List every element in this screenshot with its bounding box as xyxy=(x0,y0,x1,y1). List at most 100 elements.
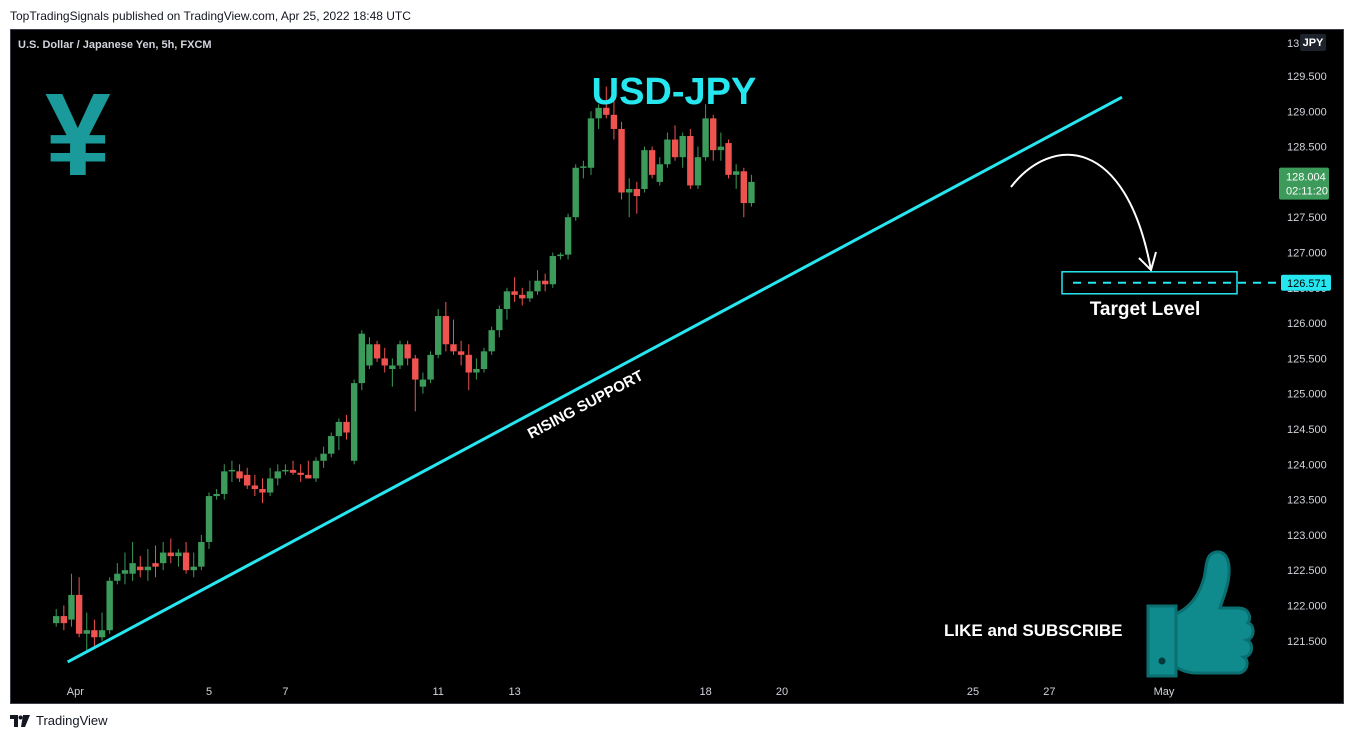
target-zone-box[interactable] xyxy=(1061,271,1238,295)
candle[interactable] xyxy=(396,340,404,369)
candle[interactable] xyxy=(572,164,579,221)
candle[interactable] xyxy=(641,146,648,193)
candle[interactable] xyxy=(289,460,297,475)
candle[interactable] xyxy=(114,563,121,585)
candle[interactable] xyxy=(526,280,534,302)
candle[interactable] xyxy=(381,347,388,373)
candle[interactable] xyxy=(75,577,83,638)
candle[interactable] xyxy=(305,460,312,479)
candle[interactable] xyxy=(671,125,679,161)
candle[interactable] xyxy=(595,104,602,129)
candle[interactable] xyxy=(664,132,671,168)
candle[interactable] xyxy=(404,340,411,366)
candle[interactable] xyxy=(435,308,442,359)
candle[interactable] xyxy=(190,552,197,578)
candle[interactable] xyxy=(251,474,259,497)
candle[interactable] xyxy=(687,128,694,189)
candle[interactable] xyxy=(312,457,320,482)
candle[interactable] xyxy=(358,330,365,391)
candle[interactable] xyxy=(389,358,396,387)
candle[interactable] xyxy=(152,545,159,578)
rising-support-trendline[interactable] xyxy=(66,95,1123,664)
candle[interactable] xyxy=(274,464,281,486)
currency-badge[interactable]: JPY xyxy=(1300,34,1326,51)
candle[interactable] xyxy=(213,489,220,500)
candle[interactable] xyxy=(68,573,75,627)
candle[interactable] xyxy=(488,326,495,355)
candle[interactable] xyxy=(618,121,625,200)
candle[interactable] xyxy=(656,157,663,186)
candle[interactable] xyxy=(236,464,243,482)
candle[interactable] xyxy=(519,287,526,306)
symbol-description[interactable]: U.S. Dollar / Japanese Yen, 5h, FXCM xyxy=(18,39,212,51)
candle[interactable] xyxy=(511,277,518,302)
candle[interactable] xyxy=(121,552,129,585)
candle[interactable] xyxy=(282,464,289,475)
candle[interactable] xyxy=(457,340,465,366)
candle[interactable] xyxy=(633,181,641,214)
candle[interactable] xyxy=(503,287,511,320)
candle[interactable] xyxy=(373,340,381,362)
candle[interactable] xyxy=(710,114,717,161)
candle[interactable] xyxy=(648,146,656,179)
candle[interactable] xyxy=(748,174,755,207)
candle[interactable] xyxy=(335,418,343,451)
candle[interactable] xyxy=(328,432,335,458)
candle[interactable] xyxy=(587,111,595,175)
candle[interactable] xyxy=(266,467,274,497)
candle[interactable] xyxy=(167,538,174,564)
candle[interactable] xyxy=(679,132,686,168)
candle[interactable] xyxy=(129,541,136,581)
candle[interactable] xyxy=(626,178,633,218)
candle[interactable] xyxy=(725,139,732,179)
tradingview-footer[interactable]: TradingView xyxy=(10,713,108,728)
candle[interactable] xyxy=(541,273,549,292)
candle[interactable] xyxy=(740,167,747,218)
candle[interactable] xyxy=(732,164,740,189)
chart-area[interactable]: RISING SUPPORT USD-JPY ¥ U.S. Dollar / J… xyxy=(10,29,1344,704)
candle[interactable] xyxy=(419,372,427,394)
candle[interactable] xyxy=(106,577,113,634)
candle[interactable] xyxy=(610,97,618,140)
candle[interactable] xyxy=(98,612,106,641)
chart-canvas[interactable]: RISING SUPPORT USD-JPY ¥ U.S. Dollar / J… xyxy=(11,30,1344,704)
candle[interactable] xyxy=(320,446,327,468)
candle[interactable] xyxy=(442,301,450,352)
candle[interactable] xyxy=(496,305,503,338)
candle[interactable] xyxy=(534,270,541,295)
candle[interactable] xyxy=(702,104,709,161)
candle[interactable] xyxy=(343,414,350,440)
candle[interactable] xyxy=(137,556,144,578)
candle[interactable] xyxy=(557,252,564,260)
candle[interactable] xyxy=(427,351,434,384)
candle[interactable] xyxy=(60,605,68,631)
candle[interactable] xyxy=(350,379,358,465)
candle[interactable] xyxy=(144,549,152,581)
candle[interactable] xyxy=(473,358,480,380)
candle[interactable] xyxy=(159,541,167,571)
candle[interactable] xyxy=(564,213,572,260)
candle[interactable] xyxy=(83,612,90,652)
candle[interactable] xyxy=(412,354,419,412)
candle[interactable] xyxy=(205,492,213,550)
candle[interactable] xyxy=(175,549,182,567)
candle[interactable] xyxy=(580,160,587,179)
candle[interactable] xyxy=(717,132,725,161)
candle[interactable] xyxy=(366,337,373,369)
candle[interactable] xyxy=(244,467,251,490)
candle[interactable] xyxy=(198,534,205,571)
candle[interactable] xyxy=(182,541,190,574)
candle[interactable] xyxy=(53,609,60,627)
candle[interactable] xyxy=(297,464,304,482)
candle[interactable] xyxy=(603,86,610,119)
candle[interactable] xyxy=(480,347,488,373)
candle[interactable] xyxy=(450,319,457,355)
candle-body xyxy=(488,330,495,352)
candle[interactable] xyxy=(694,146,702,189)
candle[interactable] xyxy=(221,464,228,500)
candle[interactable] xyxy=(549,252,556,288)
candle[interactable] xyxy=(228,460,236,482)
candle[interactable] xyxy=(465,344,472,391)
candle[interactable] xyxy=(259,478,266,504)
candle[interactable] xyxy=(91,619,98,648)
